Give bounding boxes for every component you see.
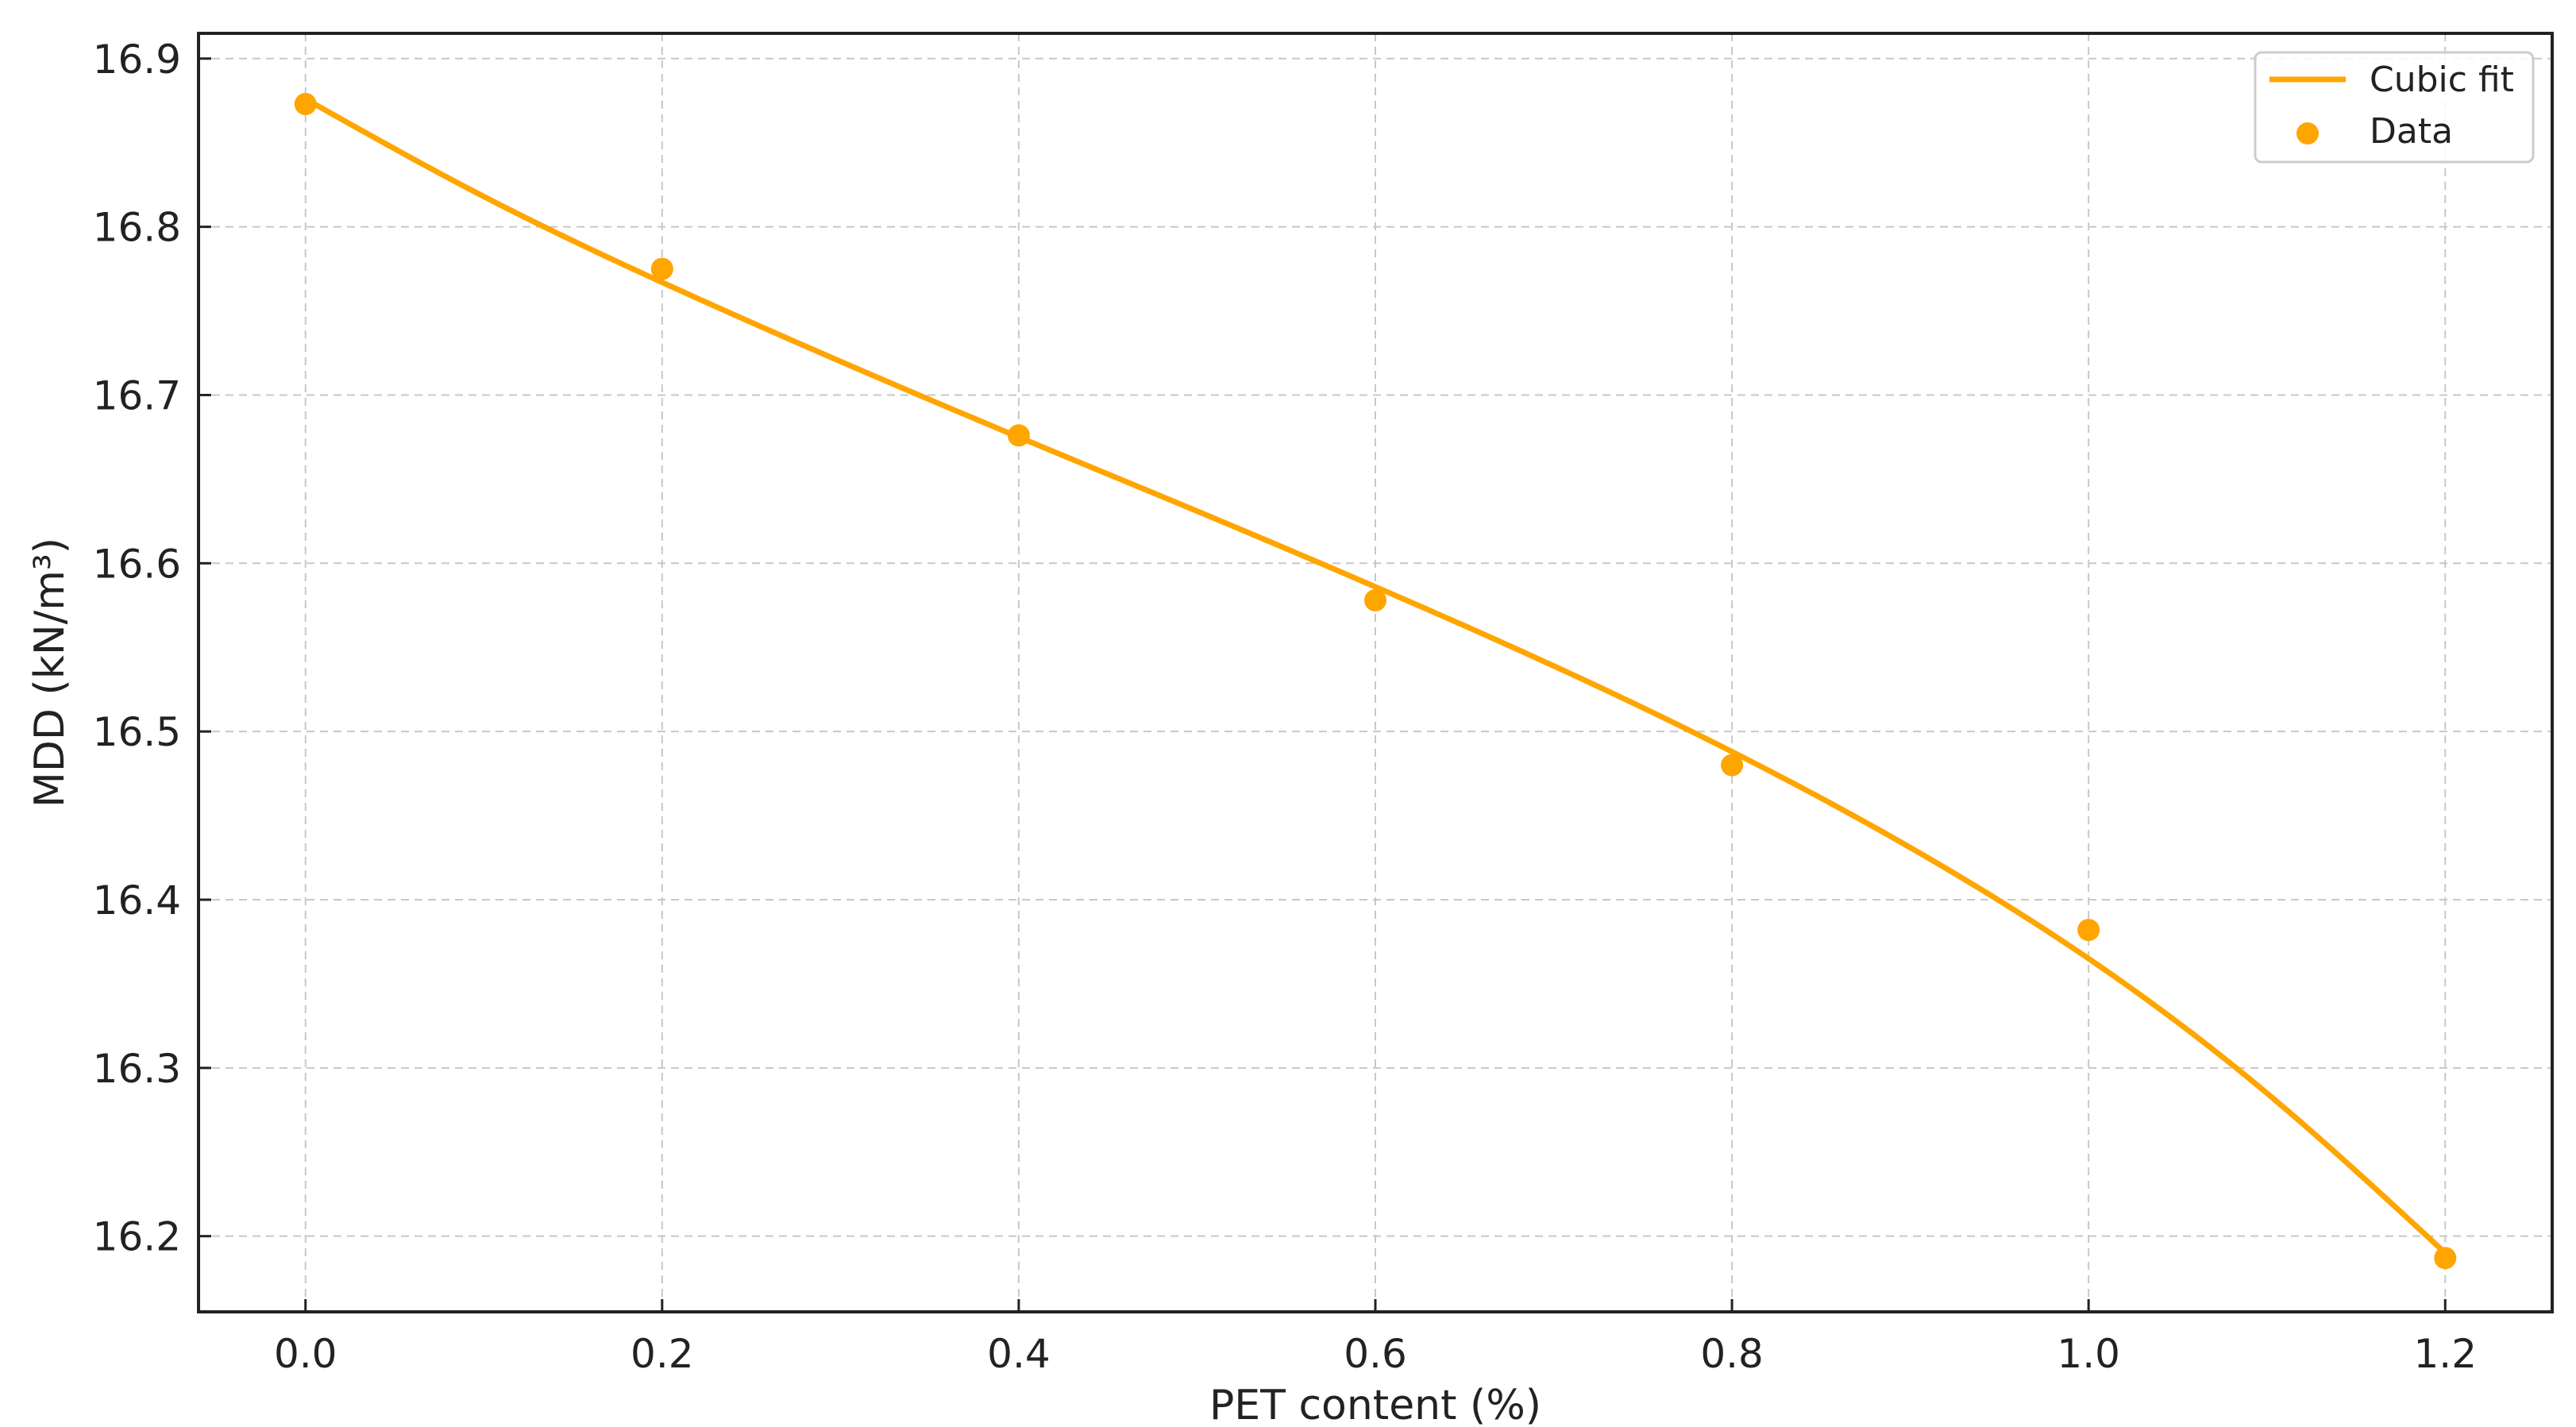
y-tick-label: 16.9 <box>93 37 181 83</box>
y-axis-ticks: 16.2 16.3 16.4 16.5 16.6 16.7 16.8 16.9 <box>93 37 211 1260</box>
x-tick-label: 1.2 <box>2414 1331 2478 1377</box>
x-axis-label: PET content (%) <box>1209 1382 1541 1427</box>
y-tick-label: 16.8 <box>93 205 181 251</box>
x-tick-label: 0.2 <box>631 1331 694 1377</box>
x-tick-label: 0.6 <box>1344 1331 1407 1377</box>
fit-layer <box>303 96 2448 1256</box>
data-point <box>294 92 317 115</box>
x-tick-label: 0.4 <box>987 1331 1051 1377</box>
x-tick-label: 1.0 <box>2057 1331 2120 1377</box>
data-point <box>1007 424 1030 447</box>
data-point <box>1364 588 1386 611</box>
y-tick-label: 16.4 <box>93 877 181 924</box>
data-point <box>1721 754 1744 777</box>
data-point <box>2434 1247 2457 1270</box>
points-layer <box>294 92 2457 1270</box>
y-tick-label: 16.6 <box>93 541 181 587</box>
y-tick-label: 16.2 <box>93 1214 181 1260</box>
data-point <box>650 257 673 280</box>
data-point <box>2077 919 2100 942</box>
cubic-fit-line <box>303 96 2448 1256</box>
y-tick-label: 16.5 <box>93 709 181 755</box>
y-axis-label: MDD (kN/m³) <box>26 538 74 808</box>
legend: Cubic fit Data <box>2254 51 2535 164</box>
legend-swatch-data <box>2296 122 2319 145</box>
x-tick-label: 0.0 <box>274 1331 337 1377</box>
grid <box>199 33 2552 1312</box>
legend-label-data: Data <box>2370 111 2453 152</box>
x-axis-ticks: 0.0 0.2 0.4 0.6 0.8 1.0 1.2 <box>274 1299 2477 1377</box>
y-tick-label: 16.3 <box>93 1046 181 1092</box>
y-tick-label: 16.7 <box>93 372 181 418</box>
x-tick-label: 0.8 <box>1700 1331 1764 1377</box>
legend-label-cubic-fit: Cubic fit <box>2370 60 2514 100</box>
